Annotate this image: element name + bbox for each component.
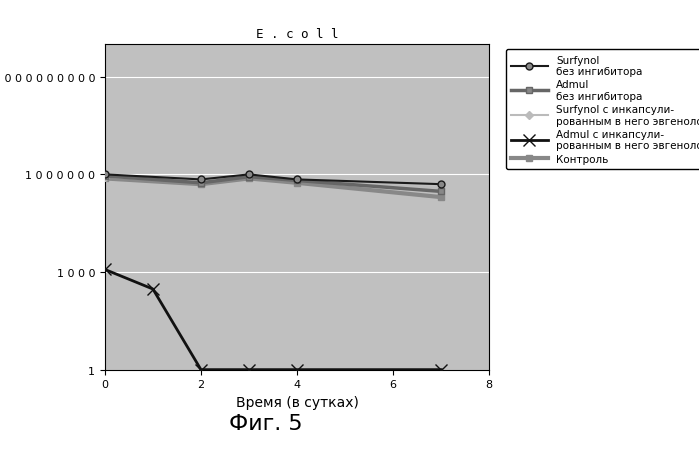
Line: Контроль: Контроль bbox=[101, 175, 445, 201]
Surfynol с инкапсули-
рованным в него эвгенолом bbox=[245, 174, 253, 179]
Surfynol с инкапсули-
рованным в него эвгенолом bbox=[197, 179, 206, 185]
Surfynol с инкапсули-
рованным в него эвгенолом bbox=[437, 186, 445, 191]
Surfynol с инкапсули-
рованным в него эвгенолом bbox=[293, 177, 301, 183]
Admul с инкапсули-
рованным в него эвгенолом bbox=[293, 367, 301, 373]
Title: E . c o l l: E . c o l l bbox=[256, 28, 338, 41]
Line: Admul с инкапсули-
рованным в него эвгенолом: Admul с инкапсули- рованным в него эвген… bbox=[99, 263, 447, 376]
Admul с инкапсули-
рованным в него эвгенолом bbox=[149, 287, 157, 292]
Line: Surfynol
без ингибитора: Surfynol без ингибитора bbox=[101, 171, 445, 188]
X-axis label: Время (в сутках): Время (в сутках) bbox=[236, 395, 359, 409]
Admul
без ингибитора bbox=[245, 175, 253, 180]
Admul с инкапсули-
рованным в него эвгенолом bbox=[437, 367, 445, 373]
Line: Surfynol с инкапсули-
рованным в него эвгенолом: Surfynol с инкапсули- рованным в него эв… bbox=[102, 174, 444, 191]
Admul с инкапсули-
рованным в него эвгенолом bbox=[197, 367, 206, 373]
Text: Фиг. 5: Фиг. 5 bbox=[229, 413, 303, 433]
Legend: Surfynol
без ингибитора, Admul
без ингибитора, Surfynol с инкапсули-
рованным в : Surfynol без ингибитора, Admul без ингиб… bbox=[506, 51, 699, 169]
Admul с инкапсули-
рованным в него эвгенолом bbox=[245, 367, 253, 373]
Admul
без ингибитора bbox=[197, 181, 206, 186]
Контроль bbox=[293, 181, 301, 186]
Контроль bbox=[245, 176, 253, 182]
Surfynol
без ингибитора bbox=[101, 172, 109, 178]
Admul с инкапсули-
рованным в него эвгенолом bbox=[101, 267, 109, 272]
Admul
без ингибитора bbox=[293, 178, 301, 184]
Surfynol
без ингибитора bbox=[245, 172, 253, 178]
Контроль bbox=[437, 195, 445, 200]
Line: Admul
без ингибитора: Admul без ингибитора bbox=[101, 173, 445, 195]
Surfynol
без ингибитора bbox=[293, 177, 301, 183]
Surfynol с инкапсули-
рованным в него эвгенолом bbox=[101, 175, 109, 180]
Surfynol
без ингибитора bbox=[197, 177, 206, 183]
Admul
без ингибитора bbox=[101, 174, 109, 179]
Контроль bbox=[197, 182, 206, 188]
Surfynol
без ингибитора bbox=[437, 182, 445, 188]
Контроль bbox=[101, 176, 109, 182]
Admul
без ингибитора bbox=[437, 189, 445, 195]
